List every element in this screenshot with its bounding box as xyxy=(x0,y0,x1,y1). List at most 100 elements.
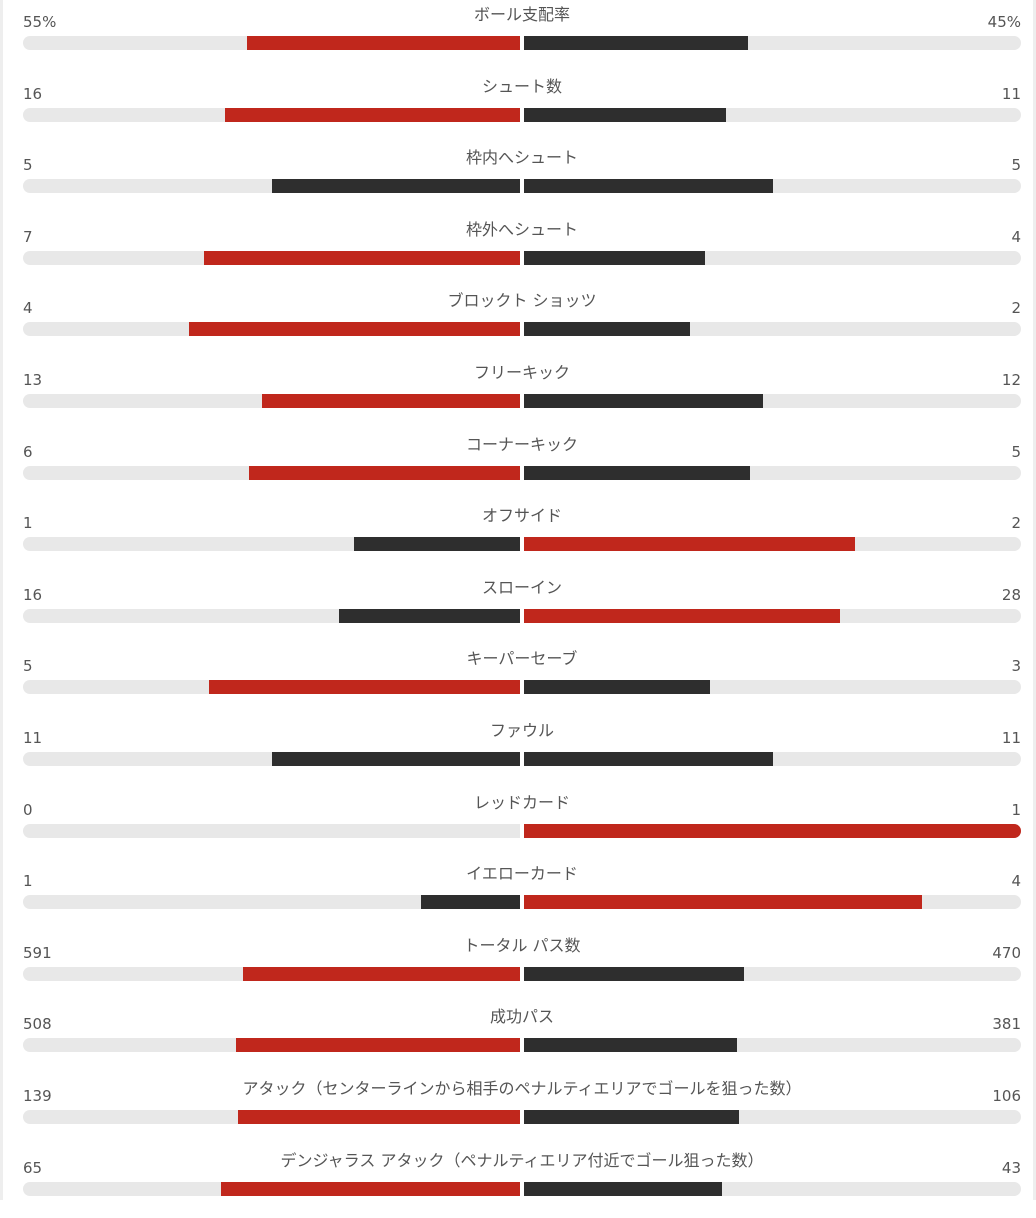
away-bar xyxy=(524,465,750,480)
stat-row: 5 枠内へシュート 5 xyxy=(23,143,1021,215)
home-bar xyxy=(188,322,520,337)
away-bar xyxy=(524,608,841,623)
stat-row: 1 イエローカード 4 xyxy=(23,859,1021,931)
home-bar xyxy=(246,36,520,50)
stat-row: 11 ファウル 11 xyxy=(23,716,1021,788)
home-bar-track xyxy=(23,895,520,910)
stat-name: イエローカード xyxy=(466,864,578,884)
away-value: 11 xyxy=(1001,729,1021,747)
home-bar xyxy=(220,1181,520,1196)
home-bar xyxy=(236,1038,520,1053)
home-value: 1 xyxy=(23,872,33,891)
stat-name: トータル パス数 xyxy=(463,935,581,955)
stat-row: 65 デンジャラス アタック（ペナルティエリア付近でゴール狙った数） 43 xyxy=(23,1146,1021,1218)
home-bar xyxy=(354,537,520,552)
stat-name: ブロックト ショッツ xyxy=(447,291,597,311)
away-bar-track xyxy=(524,322,1021,337)
away-bar xyxy=(524,752,773,766)
home-value: 5 xyxy=(23,156,33,175)
stat-name: ファウル xyxy=(489,721,554,740)
away-bar xyxy=(524,1038,737,1053)
stat-row: 591 トータル パス数 470 xyxy=(23,931,1021,1003)
home-bar-track xyxy=(23,322,520,337)
away-bar xyxy=(524,1110,740,1124)
away-value: 3 xyxy=(1011,657,1021,676)
away-bar xyxy=(524,823,1021,838)
home-bar-track xyxy=(23,107,520,122)
home-value: 65 xyxy=(23,1158,43,1177)
home-value: 0 xyxy=(23,800,33,819)
away-bar xyxy=(524,680,711,695)
home-bar xyxy=(261,394,520,408)
stat-row: 16 シュート数 11 xyxy=(23,72,1021,144)
stat-name: シュート数 xyxy=(481,76,562,96)
home-bar-track xyxy=(23,36,520,50)
away-bar-track xyxy=(524,394,1021,408)
away-bar-track xyxy=(524,895,1021,910)
home-bar xyxy=(238,1110,520,1124)
stat-name: フリーキック xyxy=(473,363,570,382)
away-bar xyxy=(524,1181,722,1196)
home-value: 55% xyxy=(23,13,57,31)
away-bar-track xyxy=(524,1181,1021,1196)
home-value: 4 xyxy=(23,299,33,318)
away-value: 43 xyxy=(1001,1158,1021,1177)
away-bar xyxy=(524,107,727,122)
stat-name: ボール支配率 xyxy=(473,5,570,24)
home-value: 16 xyxy=(23,585,43,604)
stat-row: 1 オフサイド 2 xyxy=(23,501,1021,573)
home-bar-track xyxy=(23,752,520,766)
away-bar-track xyxy=(524,537,1021,552)
away-bar xyxy=(524,394,763,408)
stat-name: オフサイド xyxy=(481,506,562,526)
away-value: 45% xyxy=(987,13,1021,31)
stat-name: レッドカード xyxy=(473,792,570,812)
home-bar-track xyxy=(23,1038,520,1053)
stat-row: 7 枠外へシュート 4 xyxy=(23,215,1021,287)
stat-name: 成功パス xyxy=(489,1007,554,1027)
away-bar-track xyxy=(524,1038,1021,1053)
home-bar xyxy=(203,250,520,265)
home-bar xyxy=(209,680,520,695)
away-bar-track xyxy=(524,465,1021,480)
home-value: 16 xyxy=(23,84,43,103)
away-value: 381 xyxy=(992,1015,1021,1034)
home-bar-track xyxy=(23,465,520,480)
stats-list: 55% ボール支配率 45% 16 シュート数 11 5 枠内へシュート 5 7 枠外へシュート 4 4… xyxy=(23,0,1021,1200)
home-bar xyxy=(339,608,520,623)
stat-row: 5 キーパーセーブ 3 xyxy=(23,644,1021,716)
home-bar-track xyxy=(23,179,520,194)
away-bar-track xyxy=(524,250,1021,265)
home-bar-track xyxy=(23,966,520,981)
away-bar xyxy=(524,966,745,981)
home-bar-track xyxy=(23,823,520,838)
away-bar xyxy=(524,895,922,910)
away-bar-track xyxy=(524,966,1021,981)
home-bar xyxy=(420,895,520,910)
stat-name: 枠外へシュート xyxy=(465,219,578,239)
stat-row: 508 成功パス 381 xyxy=(23,1002,1021,1074)
stat-name: コーナーキック xyxy=(465,434,578,454)
away-bar xyxy=(524,36,748,50)
away-value: 4 xyxy=(1011,227,1021,246)
stat-row: 13 フリーキック 12 xyxy=(23,358,1021,430)
away-bar-track xyxy=(524,823,1021,838)
stat-name: キーパーセーブ xyxy=(466,649,578,669)
away-value: 5 xyxy=(1011,156,1021,175)
home-value: 5 xyxy=(23,657,33,676)
home-value: 11 xyxy=(23,729,43,747)
away-bar-track xyxy=(524,36,1021,50)
away-value: 11 xyxy=(1001,84,1021,103)
away-value: 106 xyxy=(992,1087,1021,1105)
home-bar xyxy=(248,465,520,480)
away-bar-track xyxy=(524,608,1021,623)
home-bar-track xyxy=(23,394,520,408)
home-bar-track xyxy=(23,1181,520,1196)
stat-row: 16 スローイン 28 xyxy=(23,573,1021,645)
stat-row: 6 コーナーキック 5 xyxy=(23,430,1021,502)
home-bar-track xyxy=(23,1110,520,1124)
away-bar xyxy=(524,250,705,265)
home-bar xyxy=(225,107,520,122)
stat-name: デンジャラス アタック（ペナルティエリア付近でゴール狙った数） xyxy=(280,1150,764,1170)
